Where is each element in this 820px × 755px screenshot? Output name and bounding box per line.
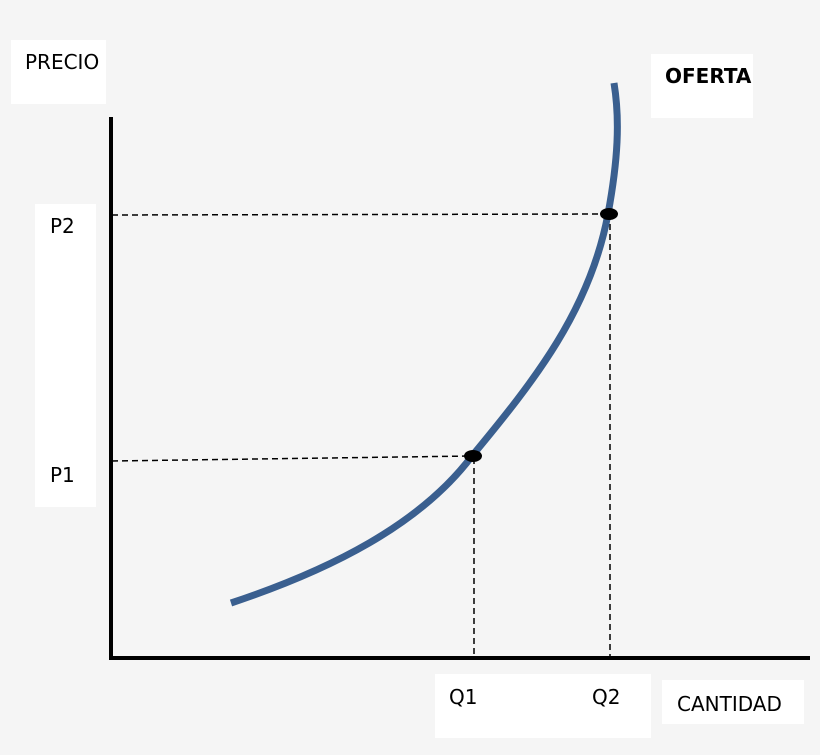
- p1-label: P1: [50, 463, 75, 487]
- curve-label: OFERTA: [651, 54, 753, 118]
- quantity-tick-labels: Q1 Q2: [435, 674, 651, 738]
- p2-guide-line: [111, 213, 609, 216]
- p1-guide-line: [111, 455, 473, 462]
- p2-label: P2: [50, 214, 75, 238]
- price-tick-labels: P2 P1: [35, 204, 96, 507]
- q1-label: Q1: [449, 685, 478, 709]
- x-axis-label: CANTIDAD: [662, 680, 804, 724]
- y-axis-label-text: PRECIO: [25, 50, 100, 74]
- y-axis-label: PRECIO: [11, 40, 106, 104]
- x-axis-label-text: CANTIDAD: [677, 692, 782, 716]
- supply-curve: [229, 82, 621, 607]
- q2-label: Q2: [592, 685, 621, 709]
- point-p2-q2: [600, 208, 618, 220]
- point-p1-q1: [464, 450, 482, 462]
- curve-label-text: OFERTA: [665, 64, 752, 88]
